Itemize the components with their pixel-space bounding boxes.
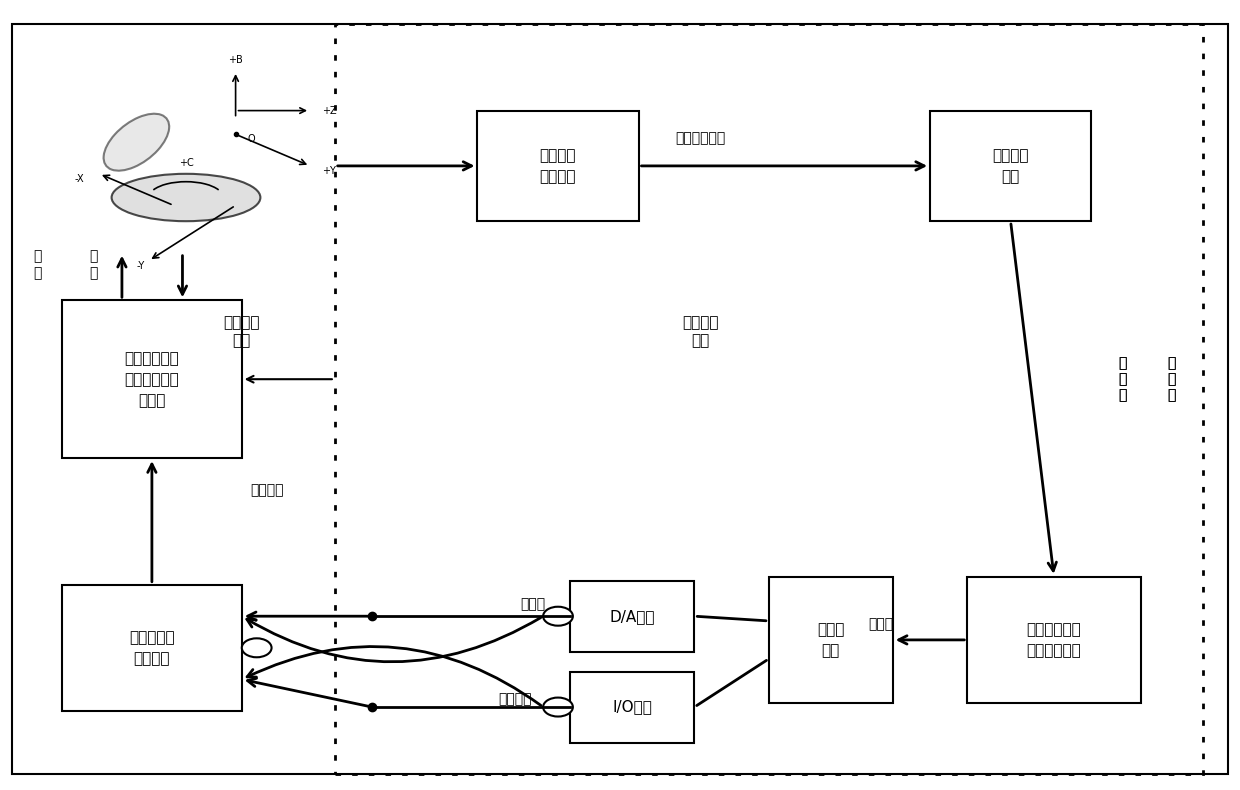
Text: 相
位
谱: 相 位 谱 xyxy=(1168,356,1176,402)
Text: 相
位
谱: 相 位 谱 xyxy=(1168,356,1176,402)
Text: 补偿量: 补偿量 xyxy=(868,617,893,631)
FancyBboxPatch shape xyxy=(570,581,694,652)
Ellipse shape xyxy=(112,174,260,221)
Circle shape xyxy=(242,638,272,657)
Text: +Z: +Z xyxy=(322,106,337,115)
FancyBboxPatch shape xyxy=(62,585,242,711)
Text: 数控滚齿机
伺服系统: 数控滚齿机 伺服系统 xyxy=(129,630,175,666)
FancyBboxPatch shape xyxy=(967,577,1141,703)
Text: 谐波分解
模块: 谐波分解 模块 xyxy=(992,148,1029,184)
FancyBboxPatch shape xyxy=(477,111,639,221)
Text: 脉冲信号: 脉冲信号 xyxy=(497,692,532,706)
Text: 补
偿: 补 偿 xyxy=(33,250,41,280)
Text: D/A模块: D/A模块 xyxy=(610,609,655,623)
Text: 在机测量
系统模块: 在机测量 系统模块 xyxy=(539,148,577,184)
Bar xyxy=(335,24,1203,774)
Text: 模拟量: 模拟量 xyxy=(521,597,546,611)
Text: 齿距累积偏差: 齿距累积偏差 xyxy=(676,131,725,145)
Text: O: O xyxy=(248,134,255,145)
Text: 加
工: 加 工 xyxy=(89,250,97,280)
Text: 幅
值
谱: 幅 值 谱 xyxy=(1118,356,1126,402)
FancyBboxPatch shape xyxy=(62,300,242,458)
Text: 控制滚刀与工
件间的瞬时啮
合关系: 控制滚刀与工 件间的瞬时啮 合关系 xyxy=(124,351,180,408)
Text: +Y: +Y xyxy=(322,166,336,176)
FancyBboxPatch shape xyxy=(769,577,893,703)
FancyBboxPatch shape xyxy=(570,672,694,743)
Text: -X: -X xyxy=(74,174,84,184)
Text: 滚齿加工
系统: 滚齿加工 系统 xyxy=(223,315,260,348)
FancyBboxPatch shape xyxy=(930,111,1091,221)
Text: 补偿计
算机: 补偿计 算机 xyxy=(817,622,844,658)
Circle shape xyxy=(543,607,573,626)
Text: 幅
值
谱: 幅 值 谱 xyxy=(1118,356,1126,402)
Text: -Y: -Y xyxy=(136,261,145,271)
Circle shape xyxy=(543,698,573,717)
Text: +B: +B xyxy=(228,55,243,66)
Text: I/O模块: I/O模块 xyxy=(613,700,652,714)
Text: 在机补偿
系统: 在机补偿 系统 xyxy=(682,315,719,348)
Text: 补偿信号: 补偿信号 xyxy=(249,483,284,497)
Text: +C: +C xyxy=(179,158,193,168)
Ellipse shape xyxy=(104,114,169,171)
Text: 齿距累积偏差
补偿数学模型: 齿距累积偏差 补偿数学模型 xyxy=(1027,622,1081,658)
